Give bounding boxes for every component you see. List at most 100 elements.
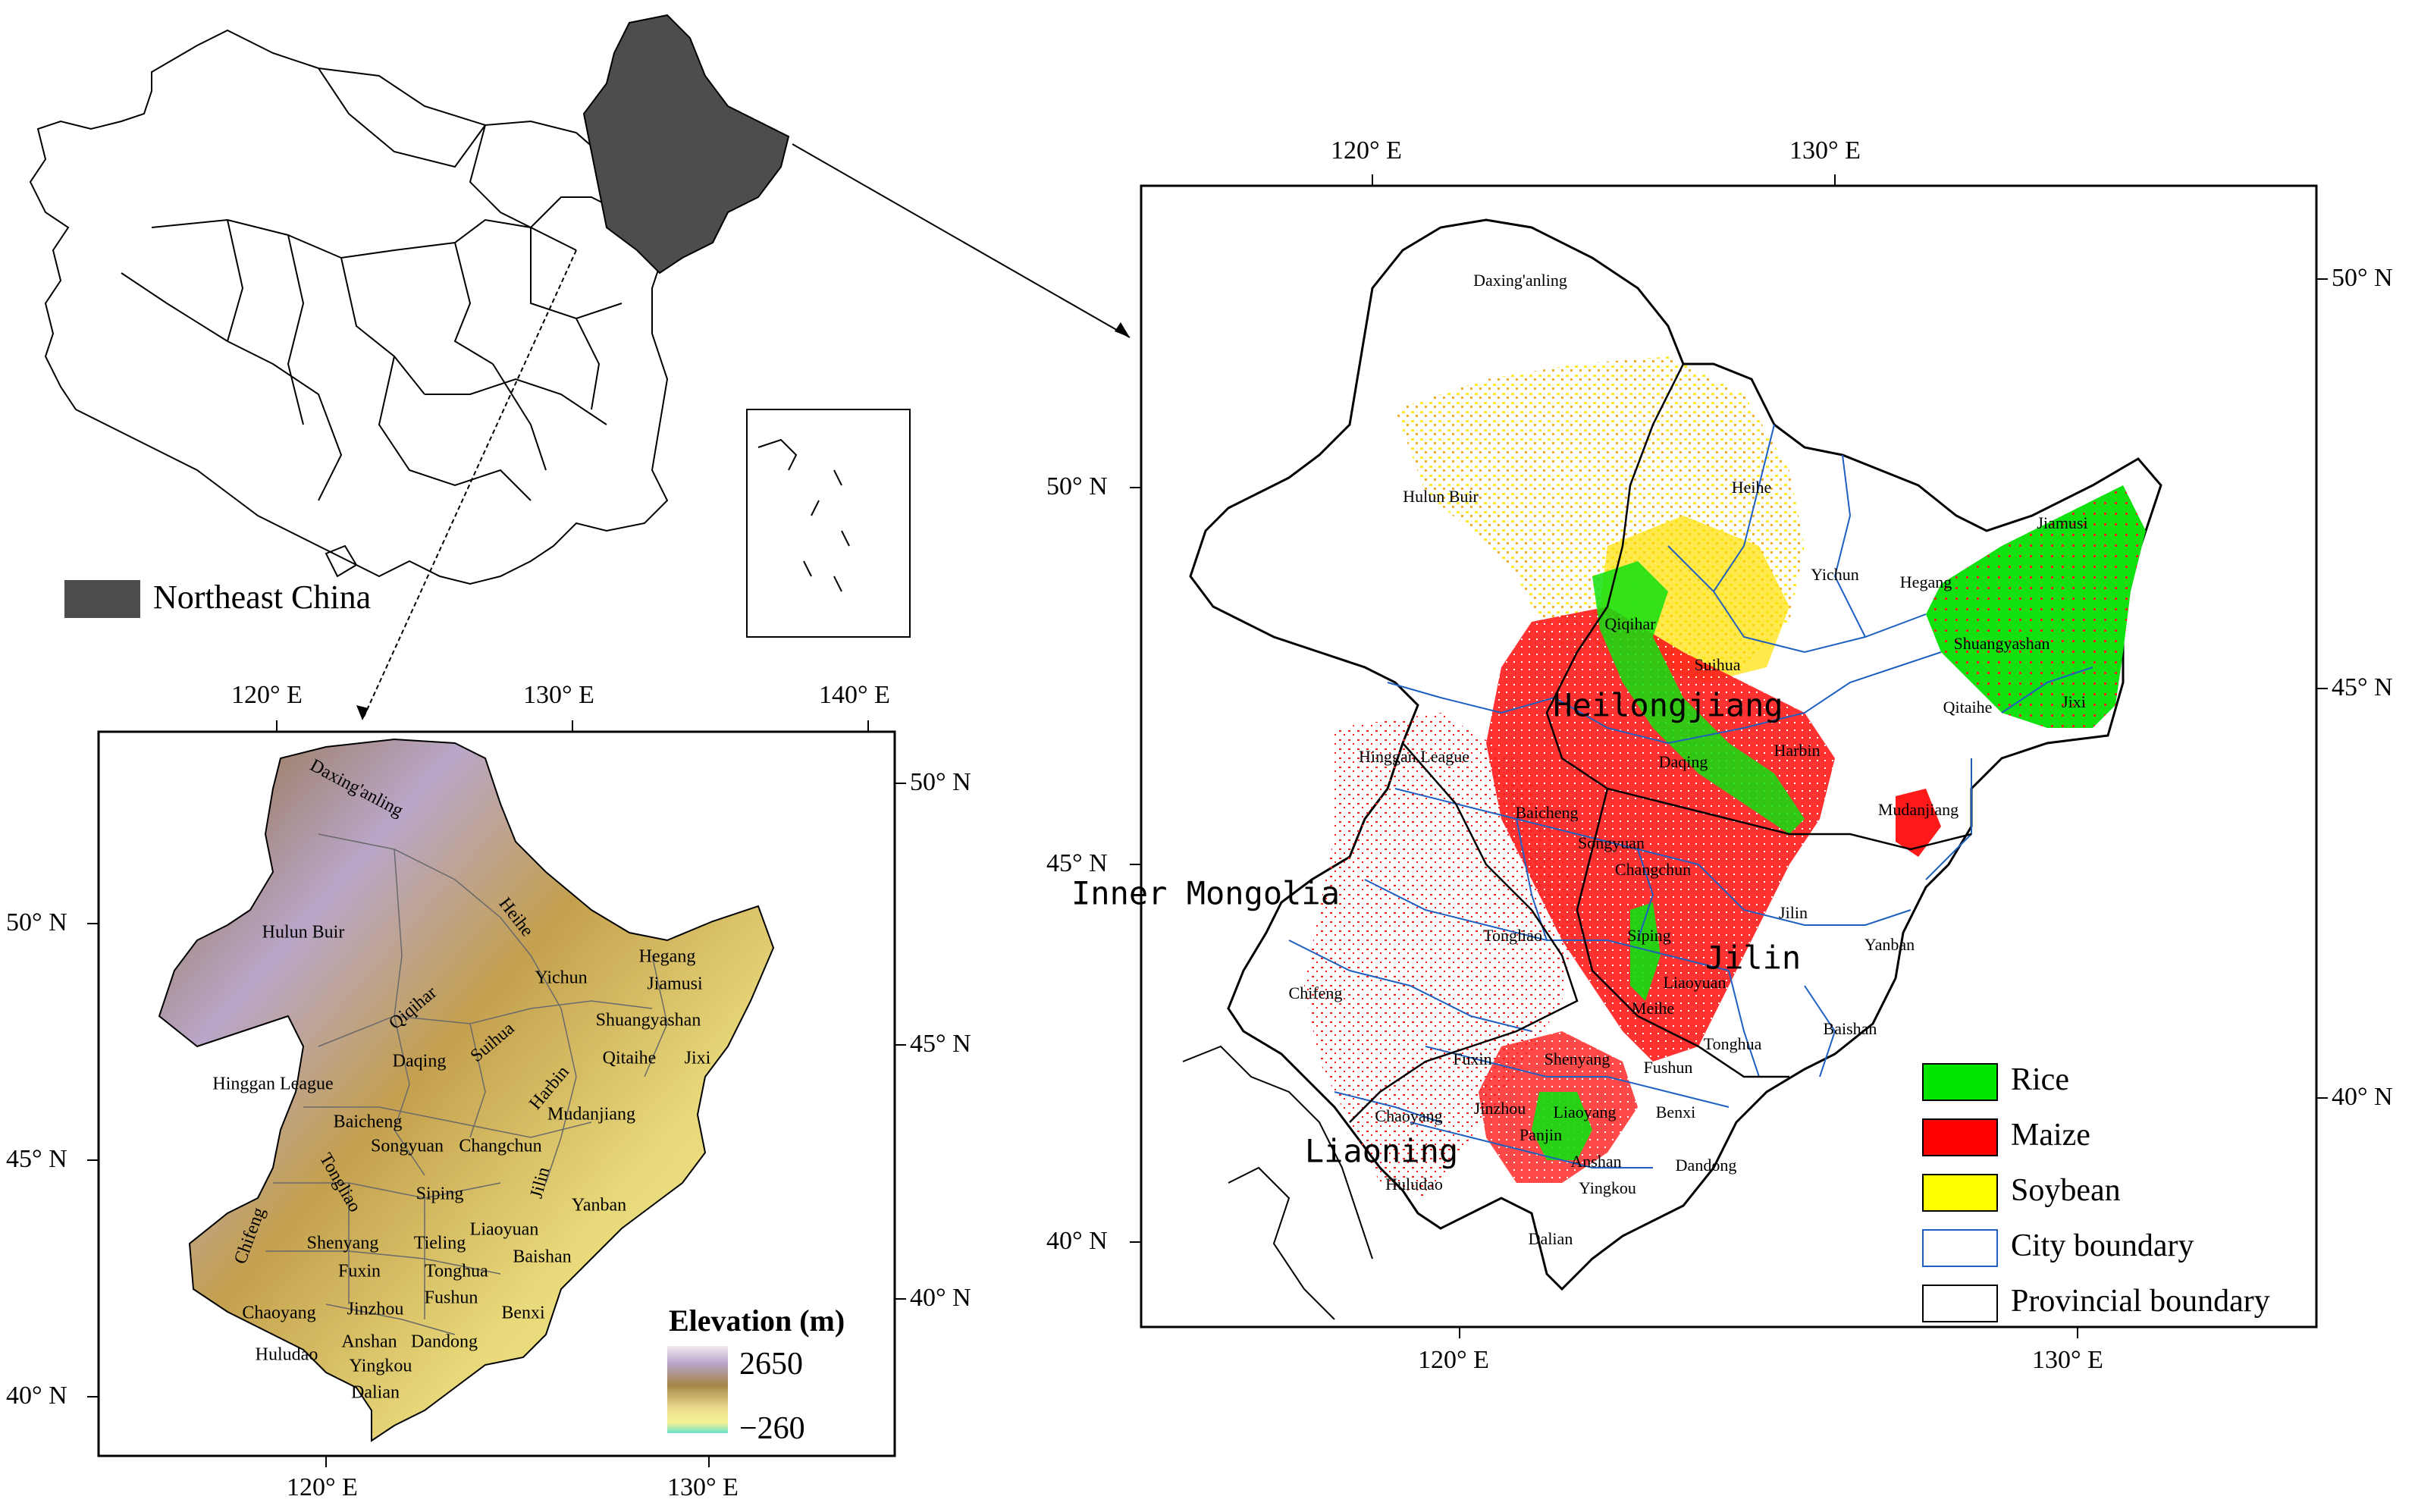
crop-city-label-meihe: Meihe [1631, 999, 1675, 1018]
legend-label-rice: Rice [2011, 1062, 2069, 1097]
south-china-sea-inset [746, 409, 911, 638]
crop-city-label-tonghua: Tonghua [1703, 1034, 1762, 1053]
crop-city-label-songyuan: Songyuan [1578, 833, 1645, 852]
crop-right-tick-3: 40° N [2332, 1083, 2393, 1111]
elev-top-tick-1: 120° E [231, 681, 303, 709]
elev-city-label-mudanjiang: Mudanjiang [547, 1104, 635, 1125]
elev-city-label-chaoyang: Chaoyang [242, 1303, 316, 1323]
elev-city-label-baicheng: Baicheng [333, 1112, 403, 1132]
crop-city-label-anshan: Anshan [1570, 1152, 1622, 1171]
elevation-region [158, 738, 775, 1442]
crop-city-label-dandong: Dandong [1675, 1156, 1737, 1175]
elev-city-label-shuangyashan: Shuangyashan [595, 1010, 701, 1030]
crop-city-label-jinzhou: Jinzhou [1473, 1099, 1526, 1118]
elev-bottom-tick-1: 120° E [287, 1473, 358, 1501]
elev-city-label-benxi: Benxi [501, 1303, 545, 1323]
elev-city-label-liaoyuan: Liaoyuan [469, 1219, 539, 1240]
crop-city-label-jixi: Jixi [2062, 692, 2086, 711]
crop-city-label-daxing-anling: Daxing'anling [1473, 271, 1567, 290]
crop-city-label-baishan: Baishan [1823, 1019, 1877, 1038]
crop-city-label-liaoyuan: Liaoyuan [1663, 973, 1726, 992]
elev-city-label-daqing: Daqing [392, 1051, 447, 1071]
elev-city-label-dandong: Dandong [411, 1332, 478, 1352]
crop-city-label-dalian: Dalian [1528, 1229, 1573, 1248]
elev-city-label-hinggan-league: Hinggan League [212, 1074, 334, 1094]
crop-city-label-shuangyashan: Shuangyashan [1953, 634, 2050, 653]
legend-label-maize: Maize [2011, 1118, 2090, 1153]
rice-liaohe-delta [1532, 1092, 1592, 1160]
elev-left-tick-2: 45° N [6, 1145, 67, 1173]
maize-core-area [1486, 607, 1835, 1062]
northeast-china-legend-label: Northeast China [153, 579, 372, 616]
crop-city-label-heihe: Heihe [1731, 478, 1772, 497]
crop-bottom-tick-1: 120° E [1418, 1346, 1489, 1374]
crop-city-label-qiqihar: Qiqihar [1604, 614, 1656, 633]
crop-left-tick-3: 40° N [1046, 1227, 1108, 1255]
elevation-legend-title: Elevation (m) [669, 1303, 845, 1338]
elev-top-tick-2: 130° E [523, 681, 594, 709]
elevation-city-boundaries [265, 833, 668, 1335]
rice-river-belt [1592, 561, 1805, 834]
crop-city-label-jiamusi: Jiamusi [2037, 513, 2088, 532]
neighbor-outlines [1182, 1045, 1373, 1320]
crop-right-tick-1: 50° N [2332, 264, 2393, 292]
crop-city-label-changchun: Changchun [1614, 860, 1692, 879]
crop-top-tick-2: 130° E [1789, 136, 1861, 165]
elev-city-label-hulun-buir: Hulun Buir [262, 922, 345, 943]
elev-city-label-tonghua: Tonghua [425, 1261, 488, 1281]
crop-city-label-panjin: Panjin [1519, 1125, 1563, 1144]
crop-city-label-yanban: Yanban [1864, 935, 1915, 954]
crop-city-label-jilin: Jilin [1779, 903, 1808, 922]
crop-city-label-yingkou: Yingkou [1579, 1178, 1636, 1197]
province-label-heilongjiang: Heilongjiang [1553, 686, 1783, 724]
elev-city-label-baishan: Baishan [513, 1247, 572, 1267]
elev-city-label-fushun: Fushun [424, 1288, 478, 1308]
elev-right-tick-2: 45° N [910, 1030, 971, 1058]
elev-city-label-jiamusi: Jiamusi [647, 974, 703, 994]
crop-city-label-hinggan-league: Hinggan League [1359, 747, 1469, 766]
crop-city-label-siping: Siping [1627, 926, 1671, 945]
elevation-legend-max: 2650 [739, 1347, 803, 1382]
legend-label-soybean: Soybean [2011, 1173, 2121, 1208]
elev-city-label-huludao: Huludao [255, 1344, 318, 1365]
crop-city-label-fuxin: Fuxin [1453, 1049, 1492, 1068]
crop-city-label-shenyang: Shenyang [1544, 1049, 1610, 1068]
elev-right-tick-1: 50° N [910, 768, 971, 796]
crop-city-label-daqing: Daqing [1658, 752, 1708, 771]
crop-city-label-tongliao: Tongliao [1483, 926, 1542, 945]
elev-city-label-yichun: Yichun [535, 968, 588, 988]
crop-left-tick-2: 45° N [1046, 849, 1108, 877]
legend-label-city-boundary: City boundary [2011, 1228, 2194, 1263]
crop-city-label-baicheng: Baicheng [1515, 803, 1579, 822]
crop-city-label-huludao: Huludao [1385, 1175, 1443, 1194]
crop-city-label-chifeng: Chifeng [1288, 983, 1343, 1002]
province-label-jilin: Jilin [1705, 939, 1802, 977]
elev-right-tick-3: 40° N [910, 1284, 971, 1312]
elev-city-label-yingkou: Yingkou [349, 1356, 412, 1376]
elev-city-label-yanban: Yanban [571, 1195, 627, 1216]
elev-city-label-jinzhou: Jinzhou [347, 1299, 404, 1319]
china-overview-map [29, 29, 722, 585]
legend-swatch-soybean [1922, 1174, 1998, 1212]
crop-city-label-qitaihe: Qitaihe [1943, 698, 1993, 717]
elev-city-label-siping: Siping [416, 1184, 464, 1204]
crop-city-label-yichun: Yichun [1811, 565, 1859, 584]
legend-swatch-rice [1922, 1063, 1998, 1101]
elev-city-label-changchun: Changchun [459, 1136, 542, 1156]
province-label-inner-mongolia: Inner Mongolia [1071, 874, 1341, 912]
arrow-to-elevation-map [363, 249, 577, 717]
crop-city-label-fushun: Fushun [1643, 1058, 1693, 1077]
elevation-ticks [87, 720, 906, 1467]
elev-city-label-dalian: Dalian [351, 1382, 400, 1403]
crop-city-label-hulun-buir: Hulun Buir [1403, 487, 1479, 506]
city-boundaries [1288, 424, 2093, 1169]
crop-city-label-harbin: Harbin [1774, 741, 1821, 760]
maize-east-patch [1896, 789, 1941, 857]
legend-label-provincial-boundary: Provincial boundary [2011, 1284, 2270, 1319]
legend-swatch-maize [1922, 1118, 1998, 1156]
elevation-legend-min: −260 [739, 1411, 805, 1446]
crop-bottom-tick-2: 130° E [2032, 1346, 2103, 1374]
elev-city-label-songyuan: Songyuan [371, 1136, 444, 1156]
crop-top-tick-1: 120° E [1331, 136, 1402, 165]
